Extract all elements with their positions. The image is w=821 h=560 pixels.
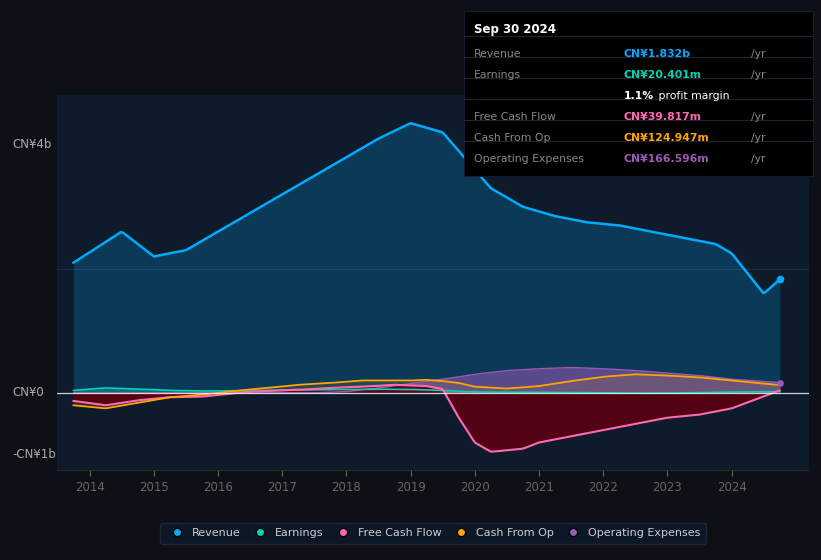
Text: Operating Expenses: Operating Expenses [474, 154, 584, 164]
Text: Free Cash Flow: Free Cash Flow [474, 112, 556, 122]
Text: CN¥20.401m: CN¥20.401m [624, 69, 702, 80]
Text: CN¥4b: CN¥4b [12, 138, 52, 151]
Text: CN¥0: CN¥0 [12, 386, 44, 399]
Text: /yr: /yr [751, 112, 766, 122]
Text: CN¥166.596m: CN¥166.596m [624, 154, 709, 164]
Text: /yr: /yr [751, 133, 766, 143]
Text: Revenue: Revenue [474, 49, 521, 59]
Text: 1.1%: 1.1% [624, 91, 654, 101]
Text: CN¥1.832b: CN¥1.832b [624, 49, 691, 59]
Text: /yr: /yr [751, 154, 766, 164]
Text: -CN¥1b: -CN¥1b [12, 449, 56, 461]
Point [773, 275, 787, 284]
Point [773, 378, 787, 387]
Text: Cash From Op: Cash From Op [474, 133, 550, 143]
Text: CN¥39.817m: CN¥39.817m [624, 112, 702, 122]
Text: /yr: /yr [751, 49, 766, 59]
Legend: Revenue, Earnings, Free Cash Flow, Cash From Op, Operating Expenses: Revenue, Earnings, Free Cash Flow, Cash … [160, 522, 706, 544]
Text: CN¥124.947m: CN¥124.947m [624, 133, 709, 143]
Text: Earnings: Earnings [474, 69, 521, 80]
Text: Sep 30 2024: Sep 30 2024 [474, 23, 556, 36]
Text: profit margin: profit margin [655, 91, 730, 101]
Text: /yr: /yr [751, 69, 766, 80]
